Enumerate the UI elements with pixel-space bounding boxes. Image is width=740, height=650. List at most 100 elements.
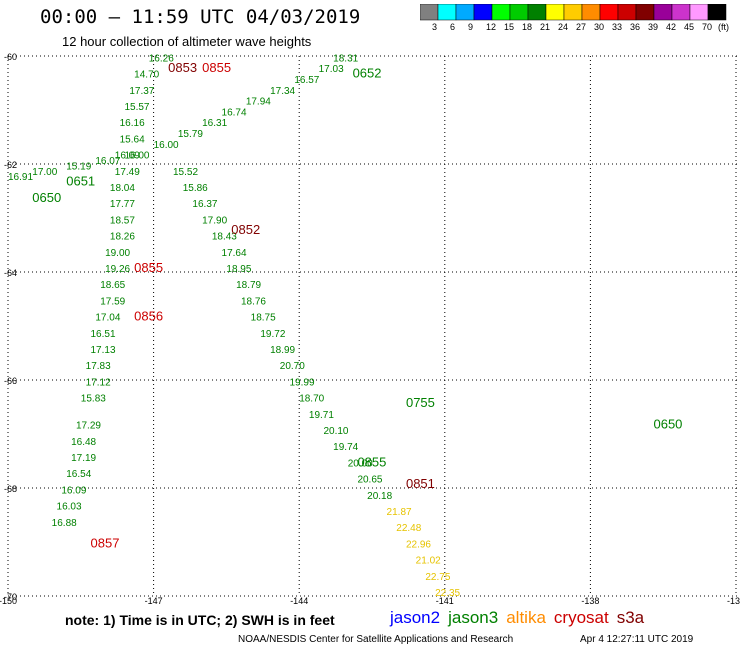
wave-height-value: 14.70 xyxy=(134,70,159,81)
wave-height-value: 16.07 xyxy=(95,156,120,167)
wave-height-value: 19.74 xyxy=(333,442,358,453)
timestamp-text: Apr 4 12:27:11 UTC 2019 xyxy=(580,634,694,645)
wave-height-value: 16.74 xyxy=(222,107,247,118)
wave-height-value: 18.75 xyxy=(251,313,276,324)
wave-height-value: 16.00 xyxy=(154,140,179,151)
track-d: 21.87 22.48 22.96 21.02 22.75 22.35 xyxy=(387,507,461,599)
lat-label: -68 xyxy=(4,484,17,494)
wave-height-value: 18.26 xyxy=(110,232,135,243)
pass-time-label: 0857 xyxy=(91,535,120,550)
pass-time-label: 0851 xyxy=(406,476,435,491)
track-b: 16.26 14.70 17.37 15.57 16.16 15.64 16.09 17.49… xyxy=(52,53,175,528)
wave-height-value: 15.52 xyxy=(173,167,198,178)
legend-swatch-2 xyxy=(455,4,475,21)
wave-height-value: 17.34 xyxy=(270,86,295,97)
legend-swatch-15 xyxy=(689,4,709,21)
legend-swatch-5 xyxy=(509,4,529,21)
wave-height-value: 16.26 xyxy=(149,53,174,64)
legend-label-2: 9 xyxy=(468,22,474,32)
lon-label: -141 xyxy=(436,596,454,606)
wave-height-value: 17.00 xyxy=(32,167,57,178)
lat-label: -62 xyxy=(4,160,17,170)
wave-height-value: 16.54 xyxy=(66,469,91,480)
wave-height-value: 22.75 xyxy=(425,572,450,583)
pass-time-label: 0855 xyxy=(357,454,386,469)
lon-label: -135 xyxy=(727,596,740,606)
wave-height-value: 15.19 xyxy=(66,161,91,172)
wave-height-value: 17.77 xyxy=(110,199,135,210)
wave-height-value: 17.90 xyxy=(202,215,227,226)
footer-note: note: 1) Time is in UTC; 2) SWH is in fe… xyxy=(65,612,335,628)
legend-label-5: 18 xyxy=(522,22,533,32)
wave-height-value: 22.96 xyxy=(406,539,431,550)
satellite-jason3: jason3 xyxy=(448,608,499,627)
legend-label-4: 15 xyxy=(504,22,515,32)
satellite-s3a: s3a xyxy=(616,608,645,627)
wave-height-value: 19.26 xyxy=(105,264,130,275)
wave-height-value: 20.70 xyxy=(280,361,305,372)
lon-label: -144 xyxy=(290,596,308,606)
wave-height-value: 16.37 xyxy=(192,199,217,210)
legend-swatch-6 xyxy=(527,4,547,21)
satellite-jason2: jason2 xyxy=(390,608,441,627)
lat-label: -66 xyxy=(4,376,17,386)
wave-height-map: -60 -62 -64 -66 -68 -70-150 -147 -144 -141 -138 -1… xyxy=(0,52,740,606)
wave-height-value: 17.04 xyxy=(95,313,120,324)
wave-height-value: 17.94 xyxy=(246,97,271,108)
wave-height-value: 15.86 xyxy=(183,183,208,194)
wave-height-value: 18.57 xyxy=(110,215,135,226)
lat-label: -70 xyxy=(4,592,17,602)
track-a: 18.3117.0316.5717.3417.9416.7416.3115.79… xyxy=(8,53,359,183)
wave-height-value: 16.16 xyxy=(120,118,145,129)
satellite-cryosat: cryosat xyxy=(553,608,609,627)
legend-swatch-12 xyxy=(635,4,655,21)
wave-height-value: 18.76 xyxy=(241,296,266,307)
wave-height-value: 16.91 xyxy=(8,172,33,183)
wave-height-value: 16.57 xyxy=(294,75,319,86)
wave-height-value: 19.72 xyxy=(260,329,285,340)
wave-height-value: 22.48 xyxy=(396,523,421,534)
lat-label: -60 xyxy=(4,52,17,62)
wave-height-value: 17.59 xyxy=(100,296,125,307)
legend-unit: (ft) xyxy=(718,22,729,32)
pass-time-label: 0650 xyxy=(653,417,682,432)
wave-height-value: 18.95 xyxy=(226,264,251,275)
legend-label-15: 70 xyxy=(702,22,713,32)
legend-label-13: 42 xyxy=(666,22,677,32)
page-subtitle: 12 hour collection of altimeter wave hei… xyxy=(62,34,312,49)
legend-swatch-1 xyxy=(437,4,457,21)
wave-height-value: 21.02 xyxy=(416,556,441,567)
pass-time-label: 0852 xyxy=(231,222,260,237)
wave-height-value: 15.83 xyxy=(81,394,106,405)
satellite-legend: jason2 jason3 altika cryosat s3a xyxy=(390,608,652,628)
satellite-altika: altika xyxy=(506,608,546,627)
wave-height-value: 17.13 xyxy=(91,345,116,356)
wave-height-value: 16.03 xyxy=(57,502,82,513)
legend-swatch-0 xyxy=(420,4,439,21)
wave-height-value: 16.88 xyxy=(52,518,77,529)
credit-text: NOAA/NESDIS Center for Satellite Applica… xyxy=(238,634,514,645)
legend-label-7: 24 xyxy=(558,22,569,32)
legend-swatch-3 xyxy=(473,4,493,21)
wave-height-value: 20.18 xyxy=(367,491,392,502)
pass-time-label: 0855 xyxy=(202,60,231,75)
wave-height-value: 17.49 xyxy=(115,167,140,178)
lon-label: -147 xyxy=(145,596,163,606)
legend-label-3: 12 xyxy=(486,22,497,32)
pass-time-label: 0853 xyxy=(168,60,197,75)
legend-swatch-10 xyxy=(599,4,619,21)
legend-label-1: 6 xyxy=(450,22,456,32)
wave-height-value: 21.87 xyxy=(387,507,412,518)
legend-swatch-16 xyxy=(707,4,727,21)
wave-height-value: 16.31 xyxy=(202,118,227,129)
wave-height-value: 18.04 xyxy=(110,183,135,194)
wave-height-value: 16.00 xyxy=(124,151,149,162)
legend-swatch-13 xyxy=(653,4,673,21)
wave-height-value: 17.12 xyxy=(86,377,111,388)
wave-height-value: 17.19 xyxy=(71,453,96,464)
legend-swatch-4 xyxy=(491,4,511,21)
pass-time-label: 0755 xyxy=(406,395,435,410)
wave-height-value: 15.57 xyxy=(124,102,149,113)
legend-label-8: 27 xyxy=(576,22,587,32)
